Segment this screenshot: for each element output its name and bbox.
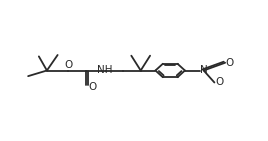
Text: O: O — [215, 77, 223, 87]
Text: O: O — [88, 82, 96, 92]
Text: N: N — [200, 65, 207, 75]
Text: O: O — [64, 60, 72, 70]
Text: O: O — [226, 58, 234, 68]
Text: NH: NH — [97, 65, 113, 75]
